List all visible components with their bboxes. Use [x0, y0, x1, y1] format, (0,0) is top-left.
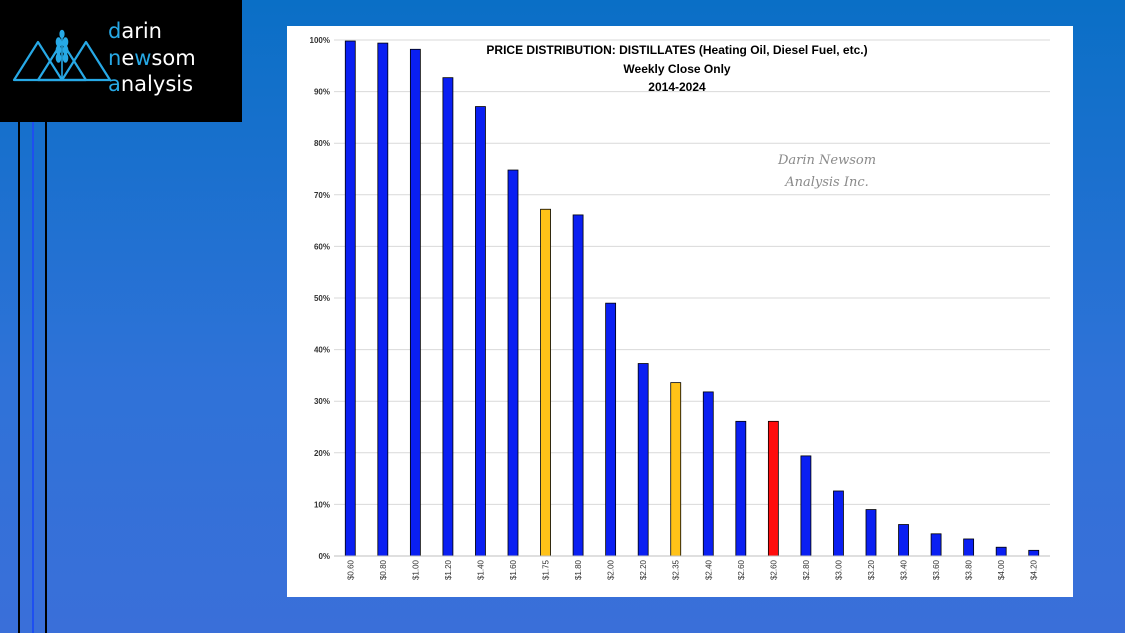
decor-line-black-1: [18, 122, 20, 633]
y-tick-label: 100%: [310, 36, 330, 45]
y-tick-label: 50%: [314, 294, 330, 303]
y-tick-label: 20%: [314, 449, 330, 458]
x-tick-label: $4.20: [1030, 559, 1039, 580]
x-tick-label: $3.40: [900, 559, 909, 580]
bar: [865, 509, 877, 557]
bar: [540, 208, 551, 557]
bar: [833, 490, 844, 557]
x-tick-label: $2.35: [672, 559, 681, 580]
x-tick-label: $3.00: [834, 559, 843, 580]
bar: [930, 533, 942, 557]
bar: [898, 524, 909, 557]
bar: [507, 169, 519, 557]
y-tick-label: 10%: [314, 500, 330, 509]
chart-title: PRICE DISTRIBUTION: DISTILLATES (Heating…: [486, 43, 868, 57]
x-tick-label: $1.00: [411, 559, 420, 580]
bar: [344, 40, 356, 557]
x-tick-label: $1.60: [509, 559, 518, 580]
x-tick-label: $3.80: [965, 559, 974, 580]
x-tick-label: $0.80: [379, 559, 388, 580]
x-tick-label: $2.60: [769, 559, 778, 580]
logo-line-3: analysis: [108, 72, 194, 96]
x-tick-label: $0.60: [346, 559, 355, 580]
chart-subtitle: Weekly Close Only: [623, 62, 731, 76]
y-tick-label: 0%: [318, 552, 330, 561]
bar: [735, 420, 747, 557]
watermark-line-1: Darin Newsom: [777, 153, 877, 168]
watermark-line-2: Analysis Inc.: [785, 175, 869, 190]
bar: [767, 420, 779, 557]
x-tick-label: $1.40: [476, 559, 485, 580]
x-tick-label: $2.60: [737, 559, 746, 580]
y-tick-label: 40%: [314, 346, 330, 355]
x-tick-label: $1.20: [444, 559, 453, 580]
y-tick-label: 30%: [314, 397, 330, 406]
chart-years: 2014-2024: [648, 80, 706, 94]
decor-line-black-2: [45, 122, 47, 633]
x-tick-label: $1.75: [542, 559, 551, 580]
x-tick-label: $2.20: [639, 559, 648, 580]
bar: [702, 391, 714, 557]
x-tick-label: $1.80: [574, 559, 583, 580]
bar: [475, 106, 486, 557]
bar: [572, 214, 584, 557]
bar-chart: 0% 10% 20% 30% 40% 50% 60% 70% 80% 90% 100% $0.60 $0…: [310, 36, 1050, 580]
y-tick-label: 80%: [314, 139, 330, 148]
x-tick-label: $2.00: [607, 559, 616, 580]
bar: [963, 538, 975, 557]
bar: [442, 77, 454, 557]
x-tick-label: $2.80: [802, 559, 811, 580]
logo-panel: darin newsom analysis: [0, 0, 242, 122]
bar: [605, 302, 617, 557]
x-tick-label: $3.20: [867, 559, 876, 580]
logo-line-2: newsom: [108, 46, 196, 70]
bar: [409, 48, 421, 557]
x-tick-label: $3.60: [932, 559, 941, 580]
wheat-mountains-icon: [12, 29, 112, 82]
bar: [800, 455, 812, 557]
bar: [1028, 549, 1040, 557]
bar: [637, 363, 649, 557]
bar: [670, 382, 682, 557]
x-tick-label: $4.00: [997, 559, 1006, 580]
y-tick-label: 90%: [314, 88, 330, 97]
chart-panel: 0% 10% 20% 30% 40% 50% 60% 70% 80% 90% 100% $0.60 $0…: [287, 26, 1073, 597]
y-tick-label: 60%: [314, 242, 330, 251]
logo-line-1: darin: [108, 19, 162, 43]
bar: [377, 42, 389, 557]
y-tick-label: 70%: [314, 191, 330, 200]
bar: [995, 546, 1007, 557]
x-tick-label: $2.40: [704, 559, 713, 580]
decor-line-blue: [32, 122, 34, 633]
